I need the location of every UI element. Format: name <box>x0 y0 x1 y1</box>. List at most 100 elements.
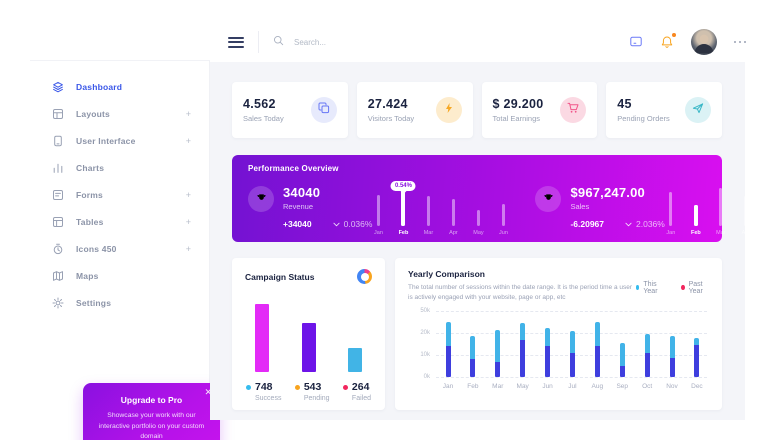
sidebar-item-maps[interactable]: Maps <box>30 262 209 289</box>
yearly-month-labels: Jan Feb Mar May Jun Jul Aug Sep Oct Nov Dec <box>438 383 707 390</box>
avatar[interactable] <box>690 29 717 55</box>
yearly-description: The total number of sessions within the … <box>408 284 633 302</box>
metric-text: $967,247.00 Sales -6.20967 2.036% <box>570 185 664 229</box>
sidebar-item-icons-450[interactable]: Icons 450 + <box>30 235 209 262</box>
this-year-bar-segment <box>694 338 700 346</box>
mini-bar <box>693 205 698 226</box>
this-year-bar-segment <box>470 336 476 360</box>
yearly-legend-label: Past Year <box>688 280 703 295</box>
this-year-bar-segment <box>445 322 451 347</box>
expand-plus-icon: + <box>185 243 191 254</box>
legend-dot <box>681 285 685 291</box>
stats-row: 4.562 Sales Today 27.424 Visitors Today $ 29… <box>232 82 722 138</box>
bell-icon[interactable] <box>660 33 676 49</box>
sidebar-item-tables[interactable]: Tables + <box>30 208 209 235</box>
mini-month-label: May <box>765 230 770 236</box>
campaign-legend-value: 264 <box>351 381 370 393</box>
mini-bar-column: Jun <box>497 204 509 236</box>
this-year-bar-segment <box>594 322 600 347</box>
yearly-legend-label: This Year <box>643 280 658 295</box>
metric-block: 34040 Revenue +34040 0.036% <box>248 185 372 229</box>
mini-month-label: May <box>473 230 484 236</box>
legend-dot <box>294 384 300 390</box>
x-axis-label: May <box>516 383 529 391</box>
copy-icon <box>318 101 330 119</box>
more-icon[interactable] <box>733 37 746 48</box>
campaign-legend-item: 543 Pending <box>294 381 330 402</box>
this-year-bar-segment <box>495 330 501 363</box>
campaign-legend-label: Pending <box>303 395 330 402</box>
campaign-legend-label: Failed <box>351 395 371 402</box>
bolt-icon <box>443 101 455 119</box>
upgrade-title: Upgrade to Pro <box>120 395 183 405</box>
yearly-legend-item: Past Year <box>681 272 709 303</box>
sidebar-item-charts[interactable]: Charts <box>30 154 209 181</box>
x-axis-label: Sep <box>616 383 629 391</box>
close-icon[interactable]: ✕ <box>204 387 212 397</box>
past-year-bar-segment <box>495 362 501 378</box>
trophy-icon <box>248 186 274 212</box>
this-year-bar-segment <box>669 336 675 359</box>
metric-value: 34040 <box>283 185 321 200</box>
mini-bar-column: Apr <box>447 199 459 236</box>
past-year-bar-segment <box>520 340 526 378</box>
yearly-bar-column <box>612 343 632 378</box>
search-icon <box>273 33 284 51</box>
mini-bar <box>744 196 748 226</box>
campaign-bar <box>348 348 362 372</box>
mini-bar <box>476 210 480 226</box>
stat-icon-circle <box>310 97 337 123</box>
sidebar-item-forms[interactable]: Forms + <box>30 181 209 208</box>
x-axis-label: Dec <box>691 383 703 391</box>
x-axis-label: Feb <box>467 383 479 391</box>
sidebar-item-layouts[interactable]: Layouts + <box>30 100 209 127</box>
legend-dot <box>342 384 348 390</box>
mini-bar <box>719 188 723 226</box>
send-icon <box>692 101 704 119</box>
metric-percent: 0.036% <box>343 219 373 229</box>
stat-label: Sales Today <box>243 114 284 123</box>
legend-dot <box>246 384 251 390</box>
charts-icon <box>52 162 64 174</box>
past-year-bar-segment <box>445 346 451 378</box>
yearly-bar-column <box>438 322 458 378</box>
campaign-legend-value: 543 <box>303 381 322 393</box>
search-box <box>273 33 446 51</box>
metric-delta-row: +34040 0.036% <box>283 219 372 229</box>
metric-value: $967,247.00 <box>570 185 645 200</box>
sidebar-item-label: Dashboard <box>76 81 123 92</box>
campaign-chart <box>245 292 372 372</box>
search-input[interactable] <box>292 36 446 48</box>
x-axis-label: Oct <box>642 383 653 391</box>
upgrade-description: Showcase your work with our interactive … <box>98 412 205 440</box>
sidebar-item-dashboard[interactable]: Dashboard <box>30 73 209 100</box>
yearly-bar-column <box>637 334 657 378</box>
mini-bar-column: May <box>472 210 484 236</box>
mini-bar-column: May <box>765 208 770 236</box>
mini-month-label: Jun <box>499 230 508 236</box>
menu-icon[interactable] <box>228 34 244 50</box>
sidebar: Dashboard Layouts + User Interface + Charts Fo… <box>30 60 220 440</box>
performance-overview-banner: Performance Overview 34040 Revenue +34040 0… <box>232 155 770 242</box>
sidebar-item-settings[interactable]: Settings <box>30 289 209 316</box>
x-axis-label: Mar <box>492 383 504 391</box>
yearly-bar-column <box>662 336 682 378</box>
past-year-bar-segment <box>619 366 625 378</box>
stat-icon-circle <box>560 97 587 123</box>
sidebar-item-user-interface[interactable]: User Interface + <box>30 127 209 154</box>
notification-dot <box>671 33 676 37</box>
topbar-actions <box>629 29 746 55</box>
campaign-title: Campaign Status <box>245 271 315 282</box>
chat-icon[interactable] <box>629 35 643 49</box>
yearly-legend-item: This Year <box>636 272 663 303</box>
performance-metrics: 34040 Revenue +34040 0.036% Jan 0.54% Feb Mar Ap… <box>248 178 770 236</box>
performance-metric-revenue: 34040 Revenue +34040 0.036% Jan 0.54% Feb Mar Ap… <box>248 178 521 236</box>
yearly-bar-column <box>538 328 558 378</box>
campaign-header: Campaign Status <box>245 269 372 284</box>
mini-month-label: Jan <box>374 230 383 236</box>
expand-plus-icon: + <box>185 108 191 119</box>
stat-icon-circle <box>685 97 711 123</box>
sidebar-item-label: Settings <box>76 297 112 308</box>
sidebar-item-label: Maps <box>76 270 99 281</box>
campaign-legend-value: 748 <box>255 381 273 393</box>
